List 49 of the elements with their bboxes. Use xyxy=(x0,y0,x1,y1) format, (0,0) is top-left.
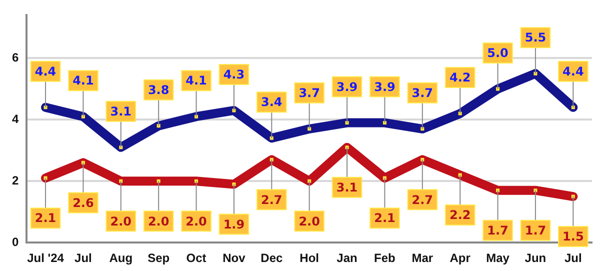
data-label: 2.0 xyxy=(298,214,320,228)
data-label: 2.1 xyxy=(374,211,396,226)
data-label: 4.4 xyxy=(34,64,56,79)
x-tick-label: Sep xyxy=(148,251,170,266)
data-label: 4.1 xyxy=(72,74,94,88)
data-label: 4.2 xyxy=(449,70,471,85)
data-label: 2.1 xyxy=(34,211,56,226)
data-label: 3.4 xyxy=(261,95,282,110)
data-label: 4.1 xyxy=(186,74,207,88)
data-label: 5.0 xyxy=(487,46,508,60)
x-tick-label: Jun xyxy=(524,251,546,266)
data-label: 3.7 xyxy=(412,86,434,100)
data-label: 2.0 xyxy=(110,214,132,228)
data-label: 2.7 xyxy=(261,192,282,207)
y-tick-label: 2 xyxy=(12,173,19,188)
data-label: 4.4 xyxy=(562,64,584,79)
data-label: 2.0 xyxy=(186,214,207,228)
x-tick-label: Feb xyxy=(374,251,396,266)
data-label: 3.1 xyxy=(336,180,358,194)
data-label: 2.0 xyxy=(148,214,170,228)
data-label: 3.9 xyxy=(374,80,396,94)
data-label: 3.7 xyxy=(298,86,320,100)
data-label: 5.5 xyxy=(524,30,546,45)
x-tick-label: May xyxy=(486,251,510,266)
data-label: 1.7 xyxy=(487,223,508,238)
x-tick-label: Nov xyxy=(222,251,246,266)
x-tick-label: Oct xyxy=(186,251,206,266)
data-label: 2.2 xyxy=(449,208,471,222)
y-tick-label: 4 xyxy=(12,112,19,126)
x-tick-label: Jan xyxy=(336,251,358,266)
y-tick-label: 0 xyxy=(12,234,19,249)
x-tick-label: Aug xyxy=(109,251,133,266)
data-label: 3.8 xyxy=(148,82,170,97)
x-tick-label: Apr xyxy=(450,251,471,266)
data-label: 3.9 xyxy=(336,80,358,94)
x-tick-label: Jul xyxy=(74,251,92,266)
data-label: 3.1 xyxy=(110,104,132,118)
x-tick-label: Dec xyxy=(260,251,283,266)
x-tick-label: Jul xyxy=(564,251,582,266)
data-label: 1.9 xyxy=(223,217,245,232)
data-label: 2.6 xyxy=(72,196,94,210)
data-label: 4.3 xyxy=(223,68,245,82)
data-label: 1.7 xyxy=(524,223,546,238)
data-label: 1.5 xyxy=(562,230,584,244)
x-tick-label: Mar xyxy=(412,251,434,266)
data-label: 2.7 xyxy=(412,192,434,207)
y-tick-label: 6 xyxy=(12,50,19,65)
x-tick-label: Hol xyxy=(300,251,320,266)
x-tick-label: Jul '24 xyxy=(27,251,64,266)
